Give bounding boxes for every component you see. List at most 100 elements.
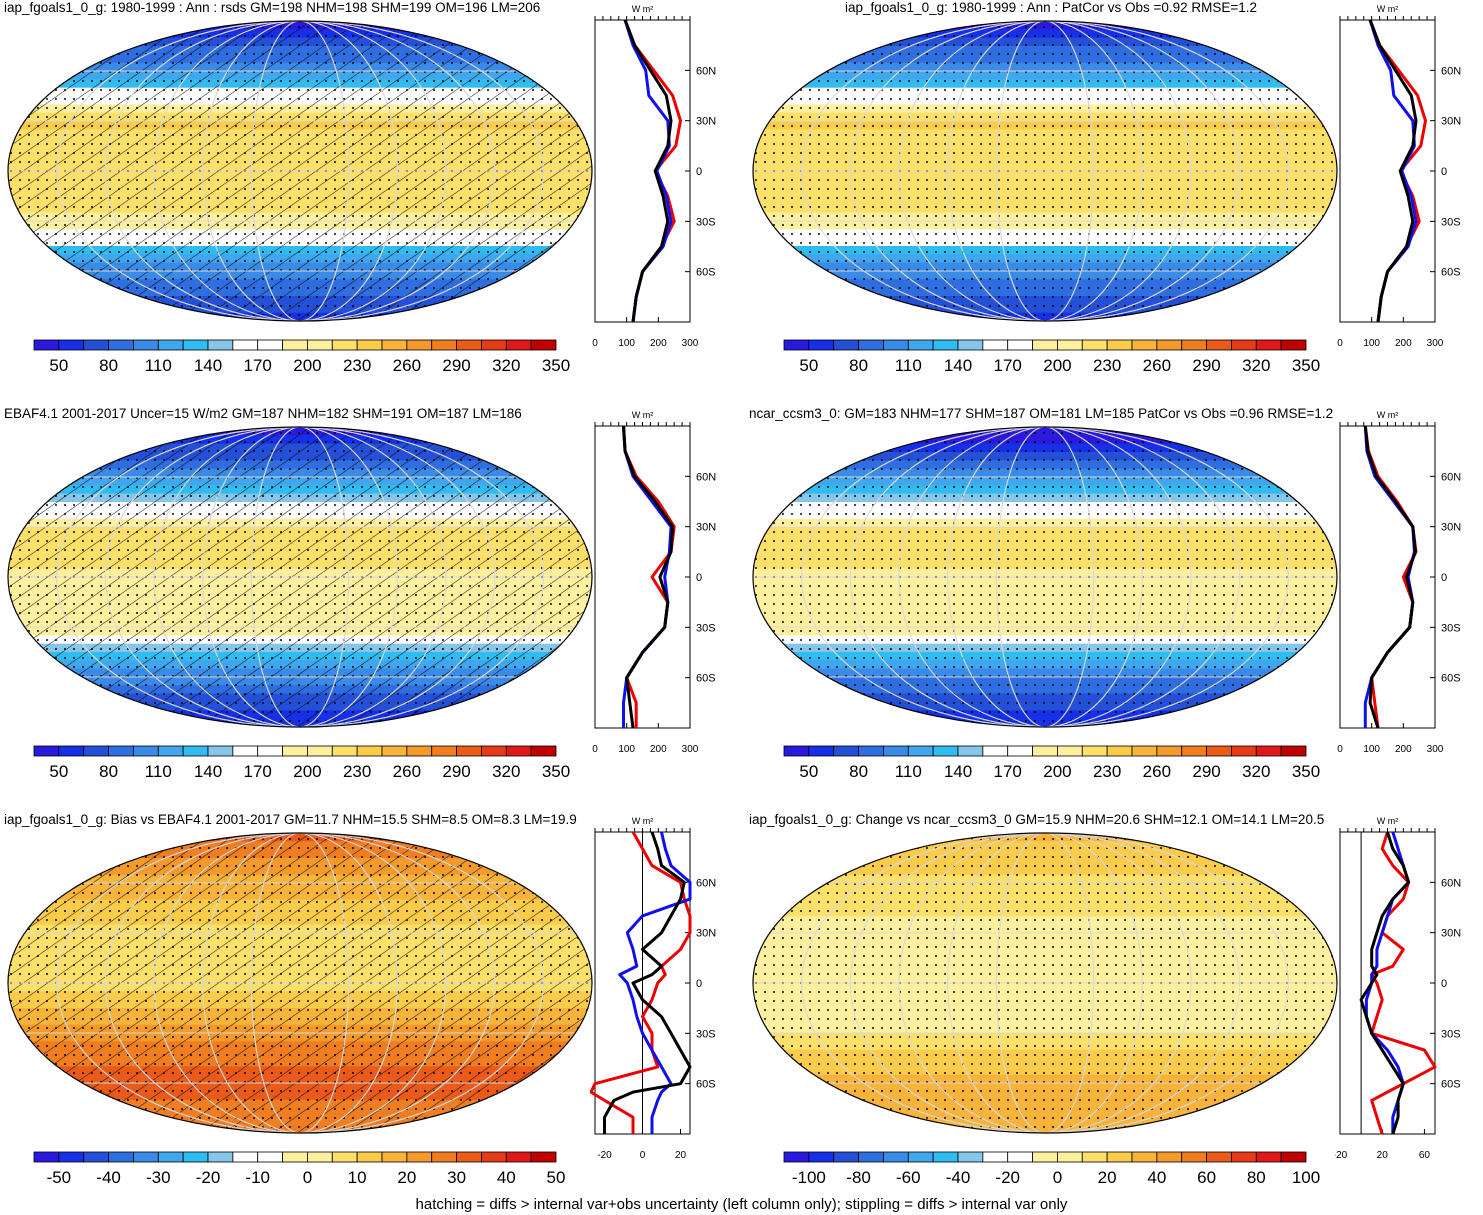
colorbar-box	[406, 745, 433, 757]
x-tick-label: 100	[618, 744, 635, 755]
y-tick-label: 0	[696, 978, 702, 990]
map	[752, 426, 1338, 728]
series-black	[623, 19, 673, 323]
x-tick-label: 200	[1395, 744, 1412, 755]
colorbar-box	[406, 339, 433, 351]
colorbar-tick-label: 140	[944, 762, 972, 781]
colorbar-box	[1131, 745, 1158, 757]
colorbar-box	[1007, 745, 1033, 757]
graticule-lon	[202, 833, 398, 1133]
profile-frame	[1339, 831, 1436, 1135]
y-tick-label: 30S	[1441, 1028, 1461, 1040]
colorbar-box	[431, 1151, 457, 1163]
panel-title: iap_fgoals1_0_g: Bias vs EBAF4.1 2001-20…	[4, 812, 577, 827]
colorbar-box	[182, 339, 209, 351]
y-tick-label: 30N	[1441, 928, 1461, 940]
profile-unit: W m²	[1377, 4, 1399, 14]
colorbar-box	[858, 745, 884, 757]
colorbar-box	[982, 339, 1009, 351]
colorbar-tick-label: -40	[96, 1168, 121, 1187]
x-tick-label: 300	[682, 744, 699, 755]
colorbar-tick-label: 50	[799, 762, 818, 781]
graticule-lon	[801, 427, 1289, 727]
series-blue	[618, 831, 692, 1134]
colorbar-box	[331, 339, 358, 351]
map	[752, 20, 1338, 322]
zonal-profile: W m² 60N 30N 0 30S 60S -20 0 20	[590, 816, 716, 1161]
profile-unit: W m²	[632, 4, 654, 14]
profile-unit: W m²	[1377, 410, 1399, 420]
y-tick-label: 30S	[1441, 216, 1461, 228]
colorbar-box	[307, 339, 333, 351]
map	[7, 832, 593, 1134]
graticule-lon	[849, 833, 1241, 1133]
colorbar-box	[381, 745, 408, 757]
x-tick-label: 0	[640, 1150, 646, 1161]
colorbar-box	[957, 339, 984, 351]
colorbar-tick-label: 80	[849, 762, 868, 781]
series-black	[1359, 831, 1411, 1135]
colorbar-box	[481, 1151, 507, 1163]
graticule-lon	[995, 427, 1095, 727]
colorbar-box	[307, 745, 333, 757]
colorbar-box	[1106, 1151, 1133, 1163]
colorbar-box	[932, 745, 959, 757]
series-red	[623, 19, 682, 323]
colorbar-box	[83, 339, 109, 351]
x-tick-label: 200	[650, 744, 667, 755]
colorbar-box	[456, 1151, 482, 1163]
colorbar-box	[58, 339, 85, 351]
colorbar-box	[108, 339, 134, 351]
colorbar-tick-label: 200	[293, 356, 321, 375]
x-tick-label: 20	[1377, 1150, 1389, 1161]
graticule-lon	[995, 21, 1095, 321]
colorbar-tick-label: 10	[348, 1168, 367, 1187]
colorbar-tick-label: 30	[447, 1168, 466, 1187]
colorbar-tick-label: 290	[442, 762, 470, 781]
colorbar-box	[1106, 339, 1133, 351]
colorbar-box	[957, 1151, 984, 1163]
colorbar-box	[33, 745, 60, 757]
colorbar-tick-label: -20	[995, 1168, 1020, 1187]
panel-p2: iap_fgoals1_0_g: 1980-1999 : Ann : PatCo…	[745, 0, 1483, 400]
graticule-lon	[801, 833, 1289, 1133]
colorbar-tick-label: 20	[1098, 1168, 1117, 1187]
colorbar-box	[783, 339, 810, 351]
colorbar-box	[356, 1151, 383, 1163]
colorbar-tick-label: 230	[1093, 356, 1121, 375]
colorbar-box	[232, 1151, 259, 1163]
map-field	[8, 833, 592, 1133]
colorbar-tick-label: 320	[1242, 356, 1270, 375]
colorbar-box	[356, 339, 383, 351]
map-field	[753, 21, 1337, 321]
map-border	[7, 20, 593, 322]
graticule-lon	[995, 833, 1095, 1133]
profile-frame	[594, 425, 691, 729]
y-tick-label: 60S	[1441, 673, 1461, 685]
colorbar-box	[1057, 1151, 1083, 1163]
colorbar-tick-label: 170	[244, 762, 272, 781]
colorbar-box	[1206, 339, 1232, 351]
colorbar-tick-label: -80	[846, 1168, 871, 1187]
colorbar-tick-label: -20	[196, 1168, 221, 1187]
colorbar-tick-label: -100	[792, 1168, 826, 1187]
colorbar-tick-label: 350	[542, 762, 570, 781]
graticule-lon	[56, 21, 544, 321]
colorbar-box	[883, 745, 909, 757]
y-tick-label: 30N	[1441, 116, 1461, 128]
profile-unit: W m²	[632, 410, 654, 420]
colorbar-box	[356, 745, 383, 757]
colorbar-box	[381, 1151, 408, 1163]
colorbar-box	[1032, 1151, 1058, 1163]
colorbar-tick-label: -10	[245, 1168, 270, 1187]
colorbar-tick-label: 350	[542, 356, 570, 375]
colorbar-box	[282, 745, 308, 757]
footnote: hatching = diffs > internal var+obs unce…	[415, 1196, 1068, 1213]
colorbar-box	[883, 1151, 909, 1163]
map-field	[8, 21, 592, 321]
colorbar-box	[808, 745, 835, 757]
colorbar-box	[58, 745, 85, 757]
colorbar-box	[1231, 745, 1257, 757]
y-tick-label: 60S	[1441, 267, 1461, 279]
graticule-lon	[250, 427, 350, 727]
